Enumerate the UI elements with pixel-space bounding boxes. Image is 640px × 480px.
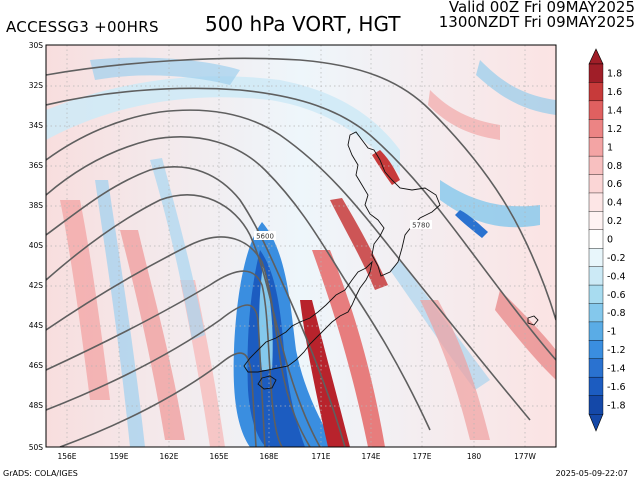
lon-label: 168E — [259, 452, 278, 461]
longitude-axis: 156E 159E 162E 165E 168E 171E 174E 177E … — [57, 452, 536, 461]
footer-timestamp: 2025-05-09-22:07 — [555, 469, 628, 478]
colorbar-cell — [588, 174, 604, 194]
map-frame — [45, 44, 557, 448]
colorbar-cell — [588, 358, 604, 378]
contour-label-5780: 5780 — [410, 220, 432, 230]
lat-label: 38S — [29, 201, 44, 210]
lon-label: 174E — [361, 452, 380, 461]
colorbar-cell — [588, 192, 604, 212]
colorbar-label: -0.4 — [607, 271, 626, 282]
colorbar-min-arrow — [588, 413, 604, 432]
colorbar-cell — [588, 137, 604, 157]
lon-label: 171E — [311, 452, 330, 461]
lon-label: 162E — [159, 452, 178, 461]
colorbar-cell — [588, 229, 604, 249]
colorbar-label: 1.6 — [607, 87, 622, 98]
colorbar-label: 0 — [607, 235, 613, 246]
lon-label: 177E — [412, 452, 431, 461]
colorbar-max-arrow — [588, 48, 604, 65]
colorbar-label: -1.2 — [607, 345, 626, 356]
lon-label: 165E — [209, 452, 228, 461]
colorbar-label: 1.2 — [607, 124, 622, 135]
colorbar-label: -1.6 — [607, 382, 626, 393]
colorbar-cell — [588, 119, 604, 139]
colorbar-label: -1 — [607, 327, 616, 338]
colorbar-label: -0.6 — [607, 290, 626, 301]
colorbar-cell — [588, 303, 604, 323]
colorbar-cell — [588, 284, 604, 304]
lat-label: 42S — [29, 281, 44, 290]
map-title: 500 hPa VORT, HGT — [205, 12, 401, 36]
colorbar-label: 0.2 — [607, 216, 622, 227]
footer-credit: GrADS: COLA/IGES — [3, 469, 78, 478]
lat-label: 44S — [29, 321, 44, 330]
colorbar-cell — [588, 82, 604, 102]
colorbar-cell — [588, 266, 604, 286]
colorbar-label: 0.6 — [607, 179, 622, 190]
valid-time-local: 1300NZDT Fri 09MAY2025 — [438, 13, 635, 31]
lat-label: 46S — [29, 361, 44, 370]
lon-label: 156E — [57, 452, 76, 461]
colorbar-cell — [588, 100, 604, 120]
model-run-label: ACCESSG3 +00HRS — [6, 18, 159, 36]
valid-time-utc: Valid 00Z Fri 09MAY2025 — [448, 0, 635, 16]
colorbar-label: -0.8 — [607, 308, 626, 319]
lon-label: 177W — [514, 452, 536, 461]
colorbar-cell — [588, 211, 604, 231]
lat-label: 40S — [29, 241, 44, 250]
svg-text:5780: 5780 — [412, 222, 430, 230]
height-contours — [46, 57, 556, 447]
north-island-coast — [347, 131, 441, 277]
colorbar-cell — [588, 395, 604, 415]
contour-label-5600: 5600 — [254, 231, 276, 241]
vorticity-field — [46, 45, 556, 447]
colorbar-label: 1.4 — [607, 106, 622, 117]
colorbar-label: 1.8 — [607, 69, 622, 80]
chatham-island-coast — [527, 315, 539, 326]
colorbar-cell — [588, 321, 604, 341]
colorbar-label: 0.8 — [607, 161, 622, 172]
svg-text:5600: 5600 — [256, 233, 274, 241]
coastlines — [243, 131, 539, 390]
colorbar-cell — [588, 63, 604, 83]
colorbar-cell — [588, 155, 604, 176]
colorbar-label: -1.4 — [607, 363, 626, 374]
colorbar-label: 0.4 — [607, 198, 622, 209]
stewart-island-coast — [257, 375, 277, 390]
lat-label: 48S — [29, 401, 44, 410]
latitude-axis: 30S 32S 34S 36S 38S 40S 42S 44S 46S 48S … — [29, 41, 44, 452]
lat-label: 36S — [29, 161, 44, 170]
lon-label: 159E — [109, 452, 128, 461]
lat-label: 50S — [29, 443, 44, 452]
colorbar-label: 1 — [607, 142, 613, 153]
colorbar-cell — [588, 340, 604, 360]
colorbar-cell — [588, 376, 604, 397]
lat-label: 30S — [29, 41, 44, 50]
lat-label: 34S — [29, 121, 44, 130]
lon-label: 180 — [467, 452, 482, 461]
colorbar-label: -0.2 — [607, 253, 626, 264]
colorbar-label: -1.8 — [607, 400, 626, 411]
color-scale-legend: 1.8 1.6 1.4 1.2 1 0.8 0.6 0.4 0.2 0 -0.2 -0.4 -0.6 -0… — [588, 48, 626, 432]
colorbar-cell — [588, 248, 604, 268]
lat-label: 32S — [29, 81, 44, 90]
south-island-coast — [243, 260, 373, 373]
